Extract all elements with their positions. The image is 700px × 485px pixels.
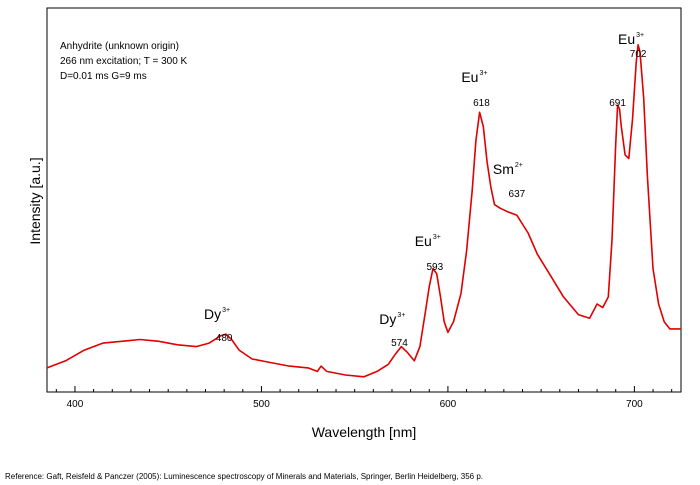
peak-ion-label: Eu xyxy=(618,31,635,47)
info-text: Anhydrite (unknown origin) 266 nm excitat… xyxy=(60,41,188,82)
x-tick-label: 500 xyxy=(253,399,270,410)
peak-value-label: 702 xyxy=(630,49,647,60)
peak-ion-label: Eu xyxy=(415,233,432,249)
info-line: D=0.01 ms G=9 ms xyxy=(60,71,147,82)
peak-value-label: 480 xyxy=(216,333,233,344)
peak-value-label: 691 xyxy=(609,98,626,109)
x-axis-label: Wavelength [nm] xyxy=(312,424,417,440)
peak-ion-label: Dy xyxy=(204,306,221,322)
peak-value-label: 574 xyxy=(391,338,408,349)
y-axis-label: Intensity [a.u.] xyxy=(27,157,43,244)
peak-ion-label: Eu xyxy=(461,69,478,85)
peak-charge-label: 3+ xyxy=(479,70,487,77)
peak-charge-label: 3+ xyxy=(433,234,441,241)
series-line xyxy=(46,44,681,378)
peak-charge-label: 3+ xyxy=(397,312,405,319)
peak-charge-label: 3+ xyxy=(636,32,644,39)
plot-frame xyxy=(46,7,682,393)
peak-value-label: 637 xyxy=(509,189,526,200)
spectrum-chart: 400 500 600 700 Anhydrite (unknown origin) 2… xyxy=(27,7,682,440)
reference-text: Reference: Gaft, Reisfeld & Panczer (200… xyxy=(5,472,484,481)
peak-value-label: 593 xyxy=(427,262,444,273)
peak-ion-label: Sm xyxy=(493,161,514,177)
x-tick-label: 600 xyxy=(440,399,457,410)
x-axis-ticks: 400 500 600 700 xyxy=(55,386,673,410)
peak-value-label: 618 xyxy=(473,98,490,109)
x-tick-label: 400 xyxy=(67,399,84,410)
peak-charge-label: 2+ xyxy=(515,162,523,169)
x-tick-label: 700 xyxy=(626,399,643,410)
info-line: 266 nm excitation; T = 300 K xyxy=(60,56,188,67)
peak-charge-label: 3+ xyxy=(222,307,230,314)
peak-ion-label: Dy xyxy=(379,311,396,327)
info-line: Anhydrite (unknown origin) xyxy=(60,41,179,52)
